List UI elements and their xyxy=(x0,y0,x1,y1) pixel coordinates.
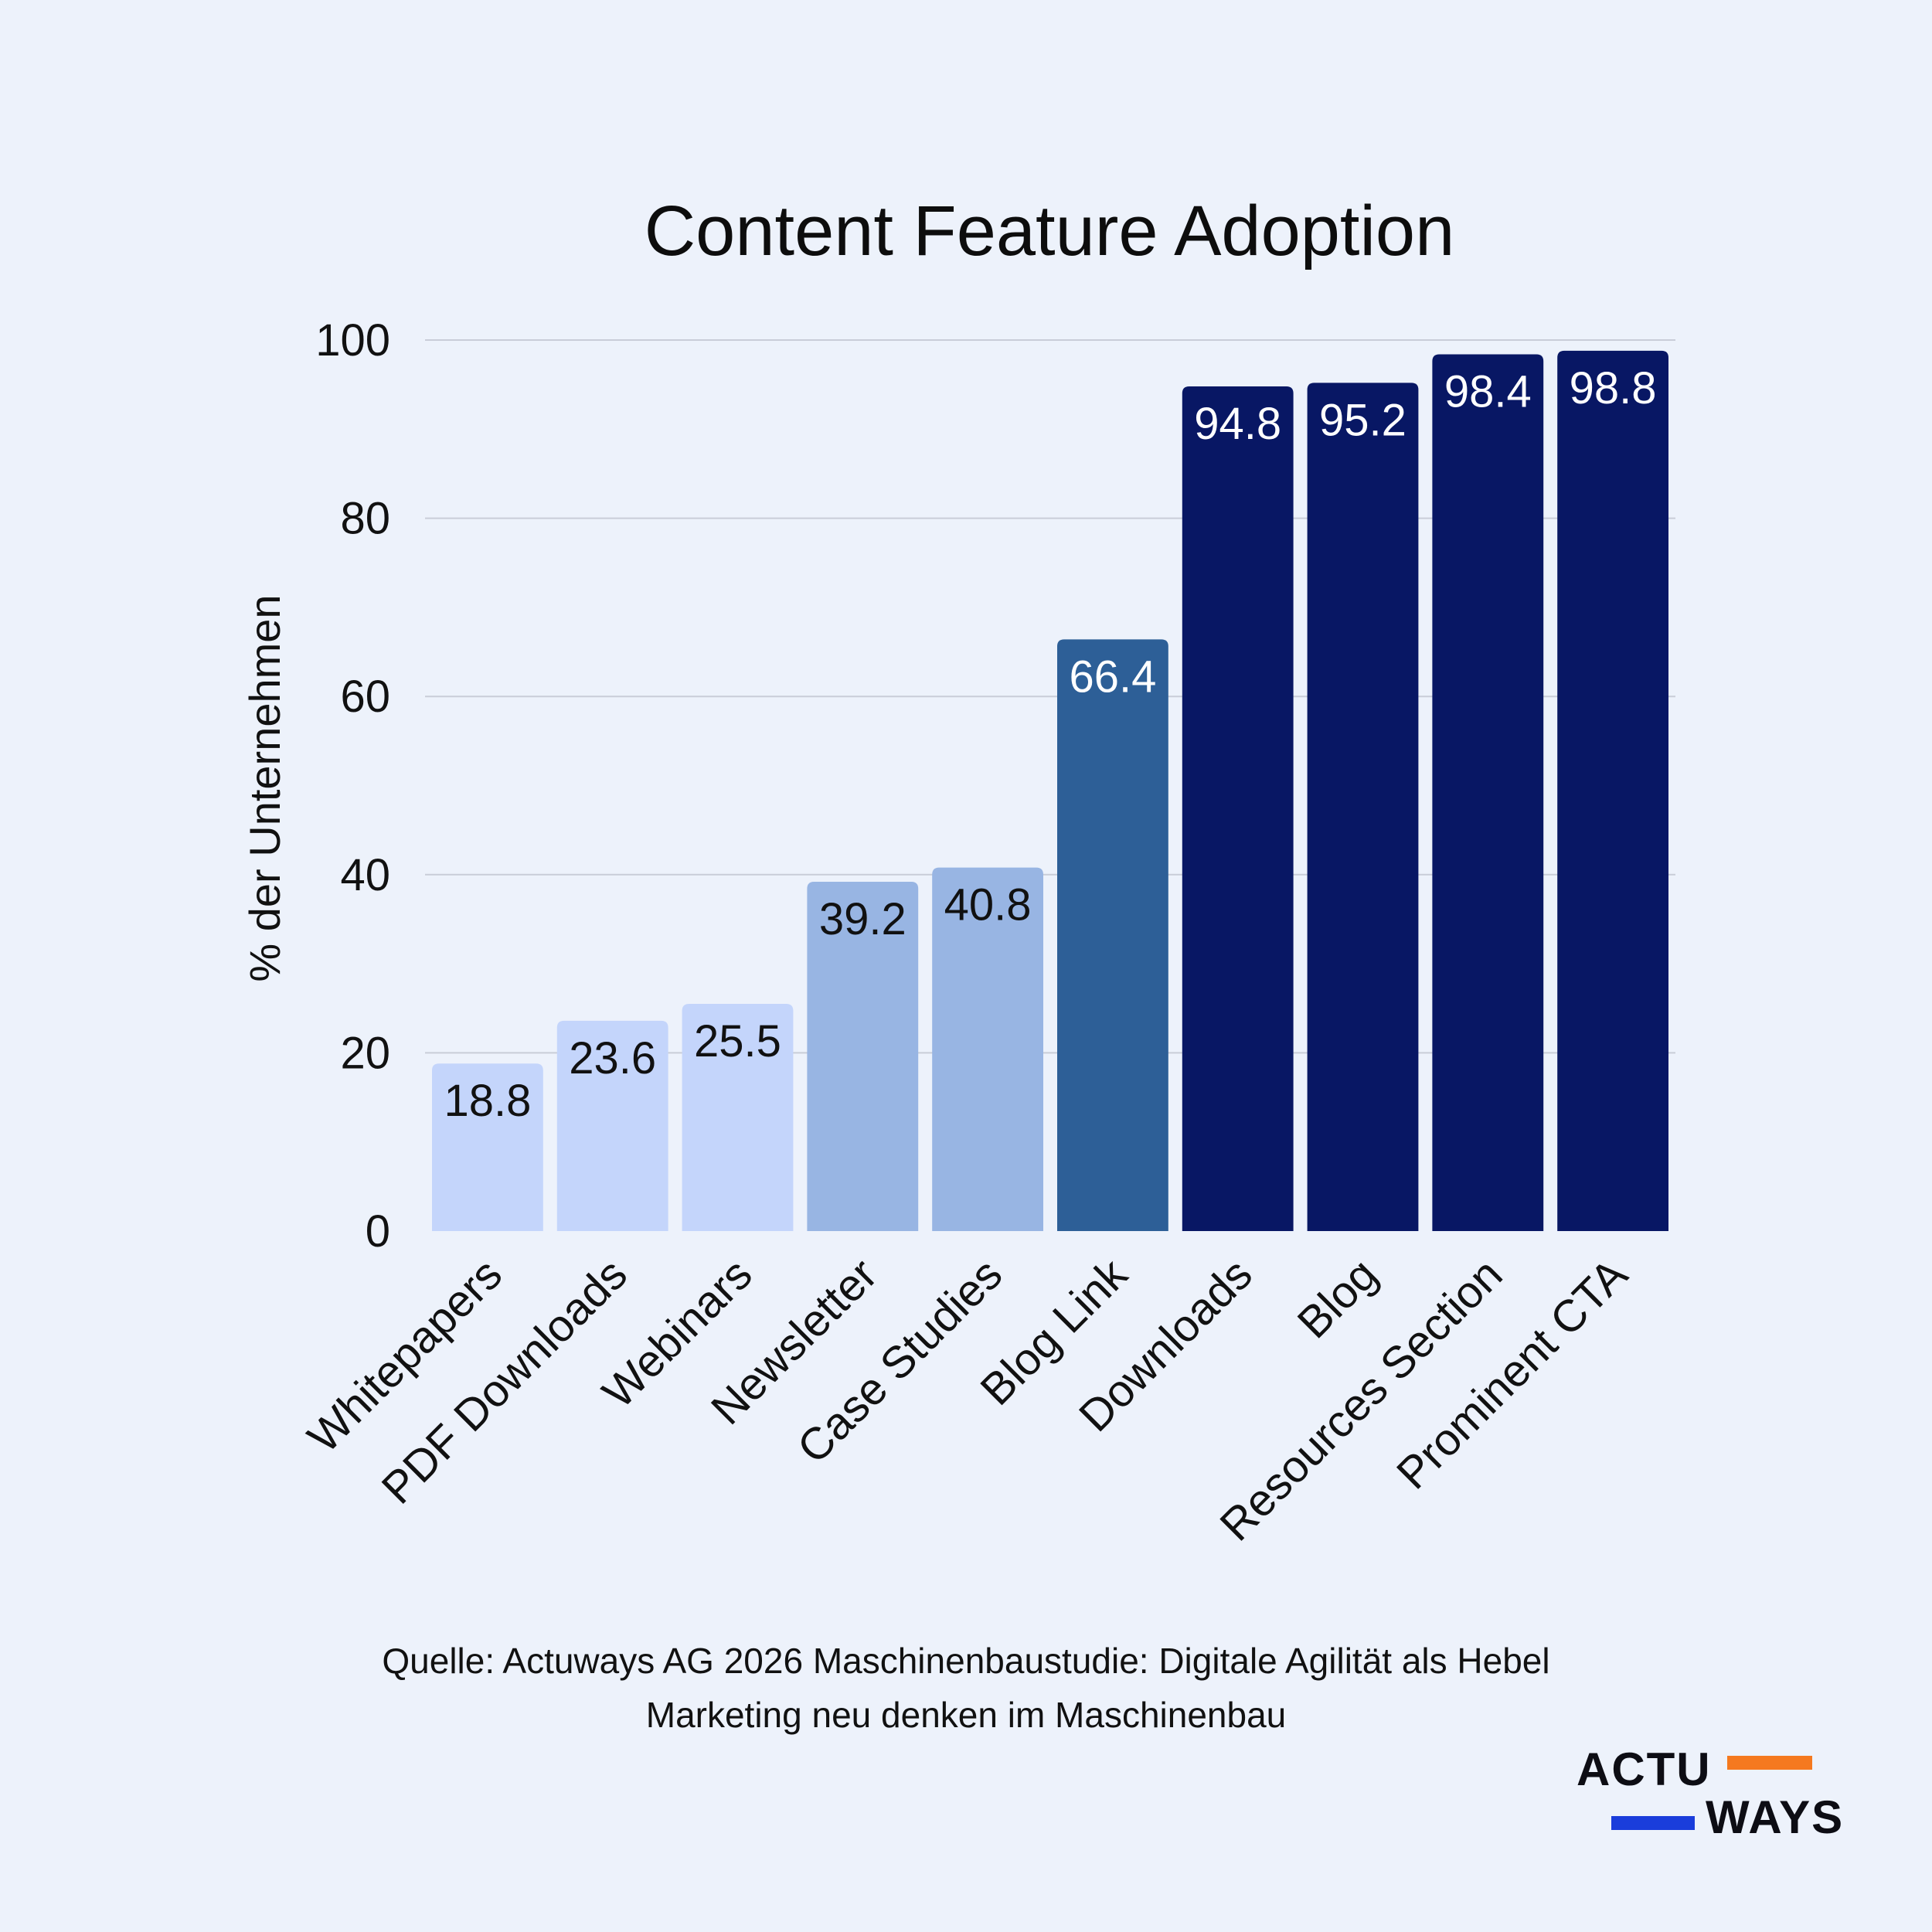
y-axis-ticks: 0 20 40 60 80 100 xyxy=(315,315,390,1257)
value-label: 94.8 xyxy=(1194,399,1281,449)
bar-2 xyxy=(682,1003,794,1231)
actuways-logo: ACTU WAYS xyxy=(1573,1743,1851,1851)
bar-0 xyxy=(432,1063,543,1231)
value-label: 25.5 xyxy=(694,1016,781,1066)
y-tick-label: 60 xyxy=(340,672,390,722)
y-tick-label: 80 xyxy=(340,494,390,544)
source-line-1: Quelle: Actuways AG 2026 Maschinenbaustu… xyxy=(382,1641,1550,1681)
value-labels: 18.8 23.6 25.5 39.2 40.8 66.4 94.8 95.2 98.4 98.8 xyxy=(444,363,1656,1126)
value-label: 40.8 xyxy=(944,880,1032,930)
bars xyxy=(432,350,1668,1232)
y-axis-label: % der Unternehmen xyxy=(240,594,289,981)
bar-4 xyxy=(932,867,1043,1231)
y-tick-label: 40 xyxy=(340,850,390,900)
y-tick-label: 100 xyxy=(315,315,390,366)
source-line-2: Marketing neu denken im Maschinenbau xyxy=(645,1695,1287,1735)
x-tick-label: Blog xyxy=(1288,1249,1387,1348)
bar-1 xyxy=(556,1020,668,1231)
value-label: 98.4 xyxy=(1444,366,1532,417)
logo-word-top: ACTU xyxy=(1577,1743,1712,1795)
bar-6 xyxy=(1182,386,1294,1231)
bar-9 xyxy=(1557,350,1668,1232)
value-label: 98.8 xyxy=(1570,363,1657,413)
value-label: 95.2 xyxy=(1319,395,1406,445)
bar-5 xyxy=(1057,639,1168,1231)
bar-8 xyxy=(1432,354,1544,1231)
value-label: 18.8 xyxy=(444,1076,531,1126)
x-tick-label: Prominent CTA xyxy=(1387,1249,1637,1498)
logo-word-bottom: WAYS xyxy=(1706,1791,1845,1843)
value-label: 23.6 xyxy=(569,1033,656,1083)
y-tick-label: 0 xyxy=(366,1206,390,1257)
chart-title: Content Feature Adoption xyxy=(645,192,1455,270)
value-label: 39.2 xyxy=(819,894,906,944)
value-label: 66.4 xyxy=(1069,651,1156,702)
bar-7 xyxy=(1307,383,1419,1231)
y-tick-label: 20 xyxy=(340,1028,390,1078)
logo-blue-bar xyxy=(1611,1816,1695,1830)
logo-orange-bar xyxy=(1727,1756,1812,1770)
bar-3 xyxy=(807,882,919,1231)
